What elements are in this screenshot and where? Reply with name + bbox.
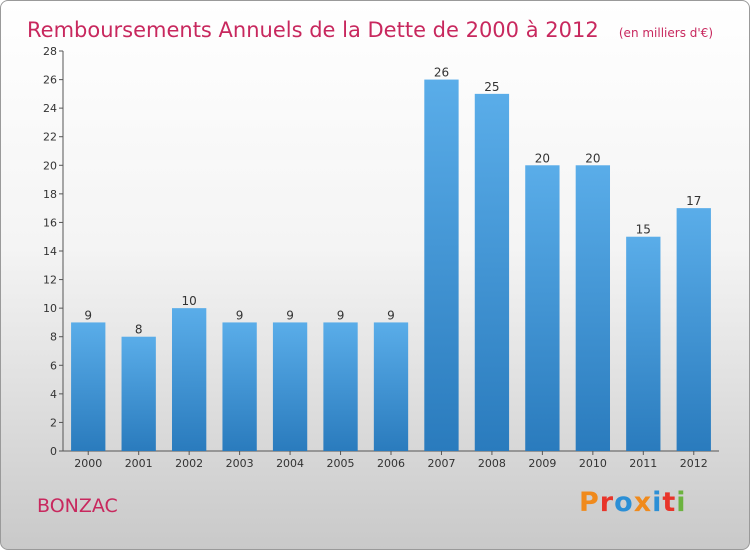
y-tick-label: 0 [50,445,57,458]
y-tick-label: 20 [43,159,57,172]
y-tick-label: 26 [43,74,57,87]
bar-2010 [575,165,611,452]
data-label-2010: 20 [585,151,600,165]
y-tick-label: 6 [50,359,57,372]
chart-title-text: Remboursements Annuels de la Dette de 20… [27,18,599,42]
x-tick-label-2009: 2009 [528,457,556,470]
data-label-2011: 15 [636,223,651,237]
x-tick-label-2008: 2008 [478,457,506,470]
logo-letter: t [662,487,677,518]
data-label-2007: 26 [434,66,449,80]
x-tick-label-2000: 2000 [74,457,102,470]
data-label-2000: 9 [84,308,92,322]
y-tick-label: 16 [43,216,57,229]
logo-letter: r [599,487,615,518]
y-tick-label: 2 [50,416,57,429]
logo-letter: x [633,487,653,518]
y-tick-label: 8 [50,331,57,344]
logo-letter: i [676,487,687,518]
x-tick-label-2004: 2004 [276,457,304,470]
x-tick-label-2006: 2006 [377,457,405,470]
logo-letter: i [652,487,663,518]
x-tick-label-2012: 2012 [680,457,708,470]
bar-2001 [121,336,156,451]
bar-2009 [525,165,560,452]
y-tick-label: 24 [43,102,57,115]
proxiti-logo[interactable]: Proxiti [579,487,687,518]
y-tick-label: 22 [43,131,57,144]
data-label-2008: 25 [484,80,499,94]
logo-letter: o [614,487,634,518]
bar-2004 [272,322,308,451]
y-tick-label: 28 [43,45,57,58]
x-tick-label-2007: 2007 [427,457,455,470]
y-tick-label: 4 [50,388,57,401]
chart-title: Remboursements Annuels de la Dette de 20… [27,7,713,45]
data-label-2012: 17 [686,194,701,208]
data-label-2005: 9 [337,308,345,322]
y-tick-label: 12 [43,274,57,287]
y-tick-label: 18 [43,188,57,201]
bar-2011 [626,236,661,451]
logo-letter: P [579,487,600,518]
x-tick-label-2005: 2005 [327,457,355,470]
commune-name: BONZAC [37,495,118,517]
bar-2000 [71,322,106,451]
data-label-2006: 9 [387,308,395,322]
data-label-2001: 8 [135,323,143,337]
bar-2003 [222,322,257,451]
bar-2007 [424,79,459,452]
x-tick-label-2003: 2003 [226,457,254,470]
x-tick-label-2011: 2011 [629,457,657,470]
y-tick-label: 10 [43,302,57,315]
chart-unit-text: (en milliers d'€) [618,26,713,40]
bar-2006 [373,322,409,451]
bars-group: 9 8 10 9 9 9 9 26 25 20 20 15 17 [71,66,711,452]
data-label-2003: 9 [236,308,244,322]
x-tick-label-2010: 2010 [579,457,607,470]
y-tick-label: 14 [43,245,57,258]
bar-2008 [474,93,510,451]
x-tick-label-2002: 2002 [175,457,203,470]
x-tick-label-2001: 2001 [125,457,153,470]
data-label-2009: 20 [535,151,550,165]
x-axis: 2000 2001 2002 2003 2004 2005 2006 2007 2008 2009… [63,450,719,470]
data-label-2004: 9 [286,308,294,322]
bar-2005 [323,322,358,451]
bar-2002 [171,308,207,451]
bar-2012 [676,208,711,451]
data-label-2002: 10 [182,294,197,308]
